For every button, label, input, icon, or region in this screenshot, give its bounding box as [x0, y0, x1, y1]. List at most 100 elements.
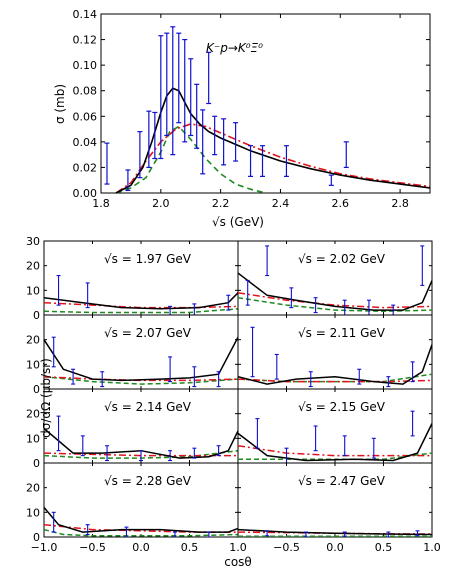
- red-dashdot-curve: [44, 301, 238, 309]
- green-dashed-curve: [44, 528, 238, 537]
- panel-y-tick-label: 0: [33, 309, 40, 322]
- panel-energy-label: √s = 2.02 GeV: [298, 252, 386, 266]
- top-y-tick-label: 0.06: [73, 110, 98, 123]
- top-x-axis-label: √s (GeV): [212, 215, 264, 229]
- panel: 0 10 20 √s = 2.14 GeV: [26, 388, 239, 470]
- top-x-tick-label: 2.6: [332, 197, 350, 210]
- panel-energy-label: √s = 1.97 GeV: [104, 252, 192, 266]
- panel-y-tick-label: 20: [26, 260, 40, 273]
- panel-energy-label: √s = 2.07 GeV: [104, 326, 192, 340]
- full-model-curve: [238, 272, 432, 311]
- red-dashdot-curve: [44, 375, 238, 382]
- panel: 0 10 20 √s = 2.07 GeV: [26, 314, 239, 396]
- full-model-curve: [44, 336, 238, 382]
- top-y-tick-label: 0.14: [73, 8, 98, 21]
- panel-curves: [44, 506, 238, 537]
- panel: √s = 2.02 GeV: [237, 240, 433, 316]
- panel-curves: [238, 410, 432, 463]
- top-y-tick-label: 0.02: [73, 161, 98, 174]
- data-point: [248, 145, 254, 177]
- panel-y-tick-label: 10: [26, 432, 40, 445]
- data-point: [233, 122, 239, 162]
- data-point: [104, 142, 110, 185]
- red-dashdot-curve: [238, 378, 432, 383]
- panel-curves: [238, 326, 432, 388]
- bottom-x-tick-label: −0.5: [79, 541, 106, 554]
- panel-curves: [44, 415, 238, 462]
- top-y-tick-label: 0.08: [73, 85, 98, 98]
- top-x-tick-label: 2.2: [212, 197, 230, 210]
- data-point: [152, 111, 158, 160]
- bottom-x-tick-label: −1.0: [31, 541, 58, 554]
- panel-y-tick-label: 20: [26, 482, 40, 495]
- red-dashdot-curve: [238, 444, 432, 457]
- bottom-x-tick-label: −0.5: [273, 541, 300, 554]
- panel-y-tick-label: 20: [26, 334, 40, 347]
- red-dashdot-curve: [238, 292, 432, 309]
- data-point: [176, 32, 182, 124]
- bottom-x-tick-label: 1.0: [423, 541, 441, 554]
- green-dashed-curve: [44, 308, 238, 314]
- top-x-tick-label: 2.0: [152, 197, 170, 210]
- bottom-x-tick-label: 0.5: [181, 541, 199, 554]
- data-point: [137, 131, 143, 179]
- panel-y-tick-label: 10: [26, 284, 40, 297]
- full-model-curve: [44, 427, 238, 459]
- panel-curves: [238, 528, 432, 537]
- panel-y-tick-label: 10: [26, 506, 40, 519]
- data-point: [146, 110, 152, 169]
- green-dashed-curve: [115, 125, 266, 194]
- data-point: [194, 83, 200, 149]
- top-y-tick-label: 0.00: [73, 187, 98, 200]
- green-dashed-curve: [44, 375, 238, 385]
- panel-energy-label: √s = 2.14 GeV: [104, 400, 192, 414]
- panel: 0 10 20 30 √s = 1.97 GeV: [26, 235, 239, 322]
- data-point: [200, 109, 206, 175]
- top-y-axis-label: σ (mb): [53, 84, 67, 124]
- data-point: [170, 26, 176, 156]
- bottom-x-tick-label: 0.5: [375, 541, 393, 554]
- data-point: [260, 145, 266, 177]
- panel-curves: [238, 245, 432, 315]
- panel-y-tick-label: 0: [33, 457, 40, 470]
- bottom-x-tick-label: 0.0: [132, 541, 150, 554]
- panel-curves: [44, 336, 238, 388]
- panel-y-tick-label: 30: [26, 235, 40, 248]
- full-model-curve: [238, 528, 432, 536]
- top-y-tick-label: 0.12: [73, 34, 98, 47]
- data-point: [206, 51, 212, 105]
- reaction-annotation: K⁻p→K⁰Ξ⁰: [206, 41, 263, 55]
- data-point: [158, 35, 164, 160]
- data-point: [212, 115, 218, 156]
- data-point: [164, 32, 170, 137]
- data-point: [328, 174, 334, 186]
- top-axis-ticks: 1.8 2.0 2.2 2.4 2.6 2.8 0.00 0.02 0.04 0.06 0.08 0.…: [73, 8, 430, 210]
- top-y-tick-label: 0.10: [73, 59, 98, 72]
- panel-energy-label: √s = 2.15 GeV: [298, 400, 386, 414]
- top-x-tick-label: 2.4: [272, 197, 290, 210]
- top-y-tick-label: 0.04: [73, 136, 98, 149]
- panel: √s = 2.47 GeV: [237, 462, 433, 538]
- full-model-curve: [238, 423, 432, 462]
- top-x-tick-label: 1.8: [92, 197, 110, 210]
- top-plot-frame: [100, 13, 431, 194]
- differential-cross-section-grid: 0 10 20 30 √s = 1.97 GeV √s = 2.02 GeV 0 10 20 √s…: [26, 235, 441, 554]
- panel: √s = 2.11 GeV: [237, 314, 433, 390]
- data-point: [182, 38, 188, 143]
- bottom-y-axis-label: dσ/dΩ (μb/sr): [39, 358, 53, 438]
- panel-y-tick-label: 0: [33, 531, 40, 544]
- green-dashed-curve: [238, 373, 432, 383]
- red-dashdot-curve: [115, 123, 431, 194]
- panel-curves: [44, 274, 238, 315]
- full-model-curve: [238, 344, 432, 385]
- data-point: [283, 145, 289, 177]
- panel: 0 10 20 √s = 2.28 GeV: [26, 462, 239, 544]
- data-point: [221, 118, 227, 166]
- panel-energy-label: √s = 2.28 GeV: [104, 474, 192, 488]
- full-model-curve: [44, 292, 238, 310]
- bottom-x-tick-label: 1.0: [229, 541, 247, 554]
- panel: √s = 2.15 GeV: [237, 388, 433, 464]
- total-cross-section-plot: 1.8 2.0 2.2 2.4 2.6 2.8 0.00 0.02 0.04 0.06 0.08 0.…: [53, 8, 431, 229]
- panel-energy-label: √s = 2.11 GeV: [298, 326, 386, 340]
